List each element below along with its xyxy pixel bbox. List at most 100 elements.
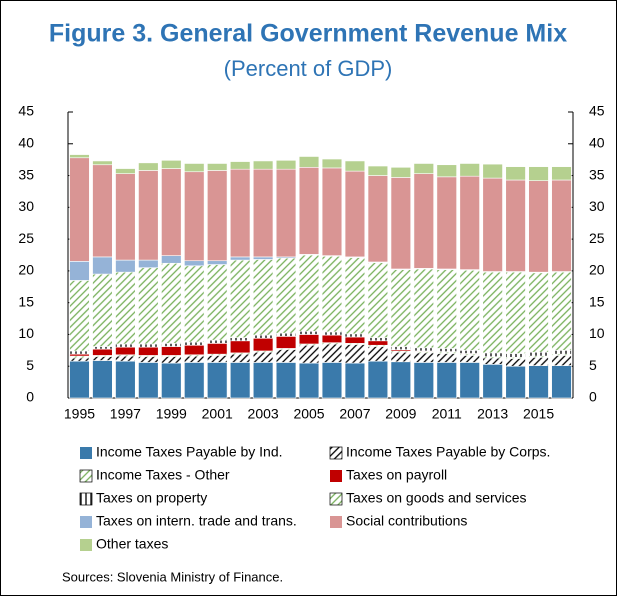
y-tick-label: 5	[26, 357, 34, 373]
bar-segment	[115, 168, 136, 174]
bar-segment	[252, 337, 274, 352]
chart-subtitle: (Percent of GDP)	[224, 56, 393, 81]
bar-segment	[275, 332, 297, 337]
legend-label: Income Taxes Payable by Ind.	[96, 444, 283, 460]
legend-swatch	[330, 516, 342, 528]
bar-segment	[275, 362, 297, 399]
bar-segment	[229, 337, 251, 342]
y-tick-label: 40	[18, 134, 34, 150]
x-tick-label: 2001	[202, 406, 233, 422]
bar-segment	[505, 353, 526, 358]
y2-tick-label: 30	[589, 198, 605, 214]
bar-segment	[367, 175, 389, 263]
bar-segment	[138, 346, 159, 356]
bar-segment	[138, 162, 159, 171]
bar-segment	[505, 365, 526, 399]
bar-segment	[298, 166, 320, 255]
bar-segment	[298, 254, 320, 332]
bar-segment	[482, 357, 503, 365]
y2-tick-label: 35	[589, 166, 605, 182]
bar-segment	[252, 351, 274, 363]
legend-swatch	[80, 447, 92, 459]
bar-segment	[252, 362, 274, 399]
legend-swatch	[79, 492, 93, 506]
bar-segment	[161, 160, 182, 169]
bar-segment	[459, 362, 480, 399]
bar-segment	[92, 273, 113, 347]
bar-segment	[184, 362, 205, 399]
y2-tick-label: 0	[589, 389, 597, 405]
bar-segment	[229, 353, 251, 363]
legend-swatch	[80, 516, 92, 528]
bar-segment	[367, 346, 389, 362]
bar-segment	[207, 264, 228, 341]
bar-segment	[459, 355, 480, 363]
bar-segment	[344, 170, 366, 258]
bar-segment	[436, 176, 457, 270]
bar-segment	[321, 255, 343, 333]
bar-segment	[321, 334, 343, 344]
bar-segment	[92, 164, 113, 258]
bar-segment	[252, 334, 274, 339]
bar-segment	[459, 350, 480, 354]
legend-label: Other taxes	[96, 536, 168, 552]
bar-segment	[344, 160, 366, 172]
bar-segment	[252, 259, 274, 336]
bar-segment	[115, 346, 136, 356]
y-tick-label: 25	[18, 230, 34, 246]
bar-segment	[413, 268, 434, 349]
y2-tick-label: 10	[589, 325, 605, 341]
bar-segment	[229, 362, 251, 399]
bar-segment	[344, 257, 366, 335]
bar-segment	[161, 346, 182, 356]
chart-title: Figure 3. General Government Revenue Mix	[49, 20, 567, 48]
legend-label: Income Taxes Payable by Corps.	[346, 444, 550, 460]
bar-segment	[207, 362, 228, 399]
legend-label: Social contributions	[346, 513, 467, 529]
bar-segment	[344, 362, 366, 399]
bar-segment	[436, 348, 457, 352]
bar-segment	[275, 349, 297, 363]
bar-segment	[321, 167, 343, 256]
bar-segment	[138, 343, 159, 348]
bar-segment	[207, 339, 228, 344]
bar-segment	[115, 259, 136, 273]
bar-segment	[367, 262, 389, 338]
bar-segment	[344, 344, 366, 364]
bar-segment	[69, 261, 90, 281]
legend-label: Taxes on property	[96, 490, 207, 506]
legend-label: Taxes on intern. trade and trans.	[96, 513, 297, 529]
y2-tick-label: 20	[589, 262, 605, 278]
x-tick-label: 1995	[64, 406, 95, 422]
bar-segment	[229, 340, 251, 354]
y2-tick-label: 5	[589, 357, 597, 373]
bar-segment	[229, 259, 251, 338]
bar-segment	[161, 343, 182, 347]
y-tick-label: 0	[26, 389, 34, 405]
x-tick-label: 2003	[248, 406, 279, 422]
bar-segment	[92, 160, 113, 166]
legend-label: Taxes on goods and services	[346, 490, 527, 506]
bar-segment	[161, 168, 182, 256]
bar-segment	[207, 163, 228, 171]
y2-tick-label: 40	[589, 134, 605, 150]
bar-segment	[528, 357, 549, 366]
bar-segment	[92, 346, 113, 350]
bar-segment	[482, 364, 503, 399]
bar-segment	[298, 334, 320, 345]
bar-segment	[115, 360, 136, 399]
y2-tick-label: 15	[589, 293, 605, 309]
bar-segment	[92, 356, 113, 361]
legend-swatch	[80, 539, 92, 551]
bar-segment	[184, 171, 205, 262]
bar-segment	[390, 269, 412, 347]
bar-segment	[505, 166, 526, 181]
bar-segment	[69, 350, 90, 355]
legend-label: Taxes on payroll	[346, 467, 447, 483]
bar-segment	[161, 362, 182, 399]
bar-segment	[551, 179, 572, 272]
bar-segment	[298, 156, 320, 168]
bar-segment	[367, 337, 389, 342]
bar-segment	[69, 154, 90, 159]
bar-segment	[413, 347, 434, 352]
